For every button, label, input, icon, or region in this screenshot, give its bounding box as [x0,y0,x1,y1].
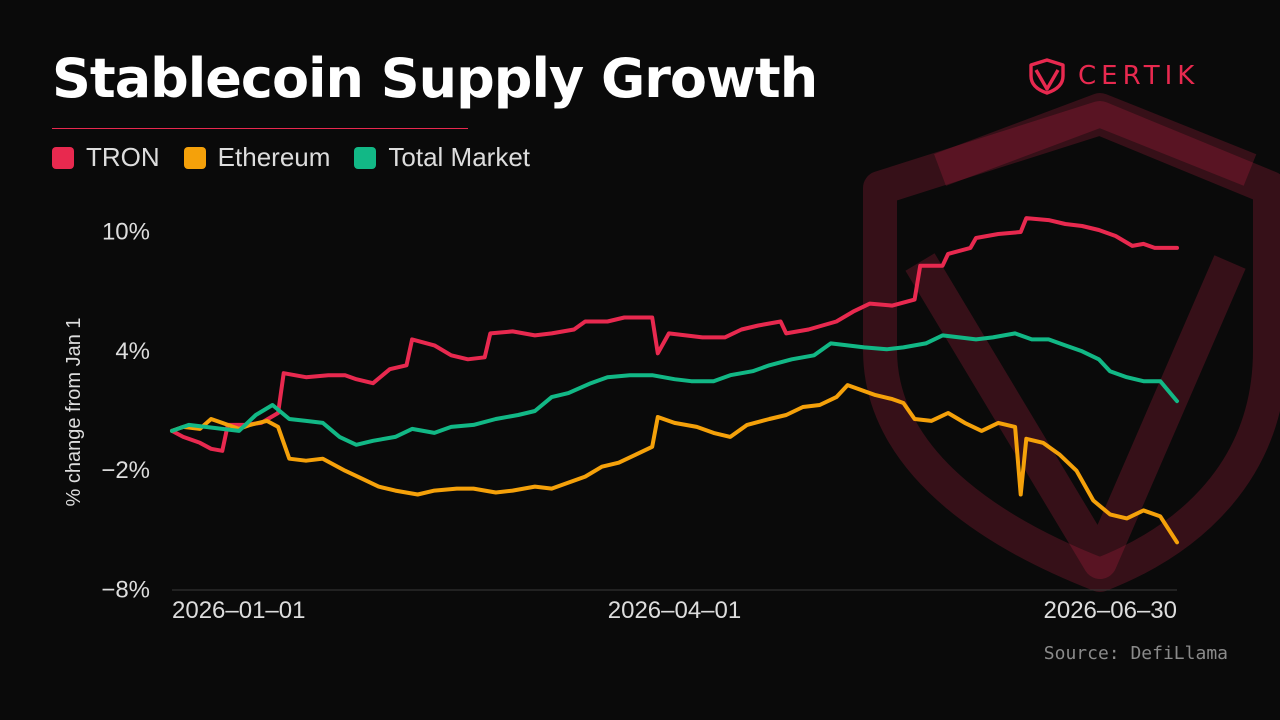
title-underline [52,128,468,129]
x-axis-ticks: 2026–01–01 2026–04–01 2026–06–30 [172,597,1177,624]
certik-logo: CERTIK [1028,57,1199,95]
y-axis-title: % change from Jan 1 [63,318,85,507]
y-tick-label: 10% [102,219,150,246]
legend-item-tron: TRON [52,142,160,173]
y-tick-label: 4% [115,338,150,365]
y-axis-ticks: 10% 4% −2% −8% [101,219,150,604]
y-tick-label: −8% [101,577,150,604]
series-line-tron [170,216,1179,453]
certik-wordmark: CERTIK [1078,61,1200,91]
legend-swatch-ethereum [183,146,206,169]
legend-swatch-tron [52,146,74,169]
chart-legend: TRON Ethereum Total Market [52,142,530,173]
chart-title: Stablecoin Supply Growth [52,47,818,110]
source-note: Source: DefiLlama [1043,643,1228,664]
x-tick-label: 2026–06–30 [1044,597,1177,624]
series-layer [170,216,1179,545]
legend-label-tron: TRON [86,142,160,172]
series-line-total-market [170,331,1179,447]
y-tick-label: −2% [101,457,150,484]
certik-shield-icon [1029,58,1065,95]
series-line-ethereum [170,383,1179,545]
legend-item-ethereum: Ethereum [183,142,331,173]
legend-swatch-total-market [354,146,377,169]
legend-label-total-market: Total Market [388,142,531,172]
x-tick-label: 2026–04–01 [608,597,741,624]
x-tick-label: 2026–01–01 [172,597,305,624]
legend-label-ethereum: Ethereum [217,142,331,172]
legend-item-total-market: Total Market [354,142,530,173]
